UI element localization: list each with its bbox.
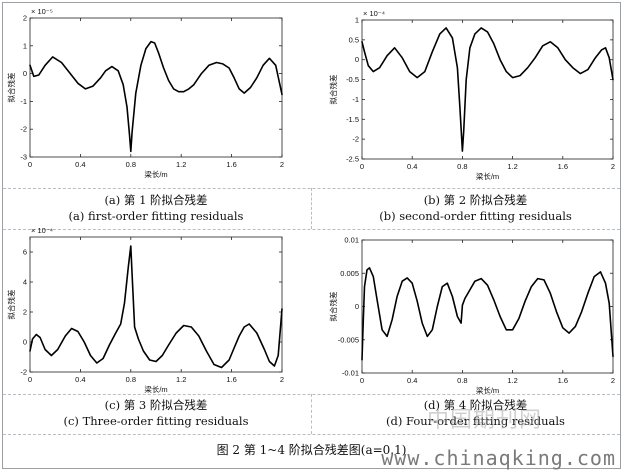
caption-d-cn: (d) 第 4 阶拟合残差 [423,398,528,412]
caption-d-en: (d) Four-order fitting residuals [386,414,565,428]
plot-b-ytick-label: 1 [355,16,359,25]
plot-c-ytick-label: 6 [23,248,27,257]
plot-c-ytick-label: 4 [23,278,27,287]
caption-b-en: (b) second-order fitting residuals [379,209,572,223]
plot-a-residual-line [29,40,283,153]
plot-a-ylabel: 拟合残差 [6,72,16,102]
plot-a-ytick-label: -3 [20,153,27,162]
plot-b-xtick-label: 2 [611,162,615,171]
plot-c-ylabel: 拟合残差 [6,289,16,319]
plot-b-axes-frame [361,19,614,160]
plot-a-axes-frame [29,17,283,158]
plot-a-xtick-label: 2 [280,160,284,169]
plot-d-residual-line [361,267,614,361]
plot-c-xtick-label: 1.6 [226,375,236,384]
plot-a-xlabel: 梁长/m [144,169,167,179]
plot-b-ytick-label: 0.5 [349,35,359,44]
plot-c-xtick-label: 0.4 [75,375,85,384]
plot-c-xtick-label: 1.2 [176,375,186,384]
plot-b-exponent: × 10⁻⁴ [363,9,385,18]
plot-a-xtick-label: 0.8 [126,160,136,169]
plot-b-xtick-label: 0.4 [407,162,417,171]
plot-c-residual-line [29,245,283,369]
plot-d-ytick-label: -0.01 [342,369,359,378]
caption-c-cn: (c) 第 3 阶拟合残差 [104,398,208,412]
plot-d-axes-frame [361,239,614,374]
plot-d-xtick-label: 1.6 [558,376,568,385]
plot-b-xtick-label: 1.2 [507,162,517,171]
divider-v1 [311,188,312,229]
plot-d-ytick-label: 0.005 [340,269,359,278]
plot-c-xtick-label: 2 [280,375,284,384]
plot-a-ytick-label: 1 [23,41,27,50]
watermark-cn: 中国期刊网 [426,408,542,433]
plot-c-axes-frame [29,236,283,373]
plot-a-ytick-label: 2 [23,14,27,23]
plot-a-xtick-label: 1.6 [226,160,236,169]
plot-b-ytick-label: -2.5 [346,155,359,164]
plot-b-ytick-label: -1.5 [346,115,359,124]
caption-b-cn: (b) 第 2 阶拟合残差 [423,193,528,207]
divider-h4 [3,434,620,435]
plot-c-xlabel: 梁长/m [144,384,167,394]
plot-d-ytick-label: -0.005 [338,335,359,344]
caption-a-cn: (a) 第 1 阶拟合残差 [104,193,208,207]
plot-d-xlabel: 梁长/m [476,385,499,395]
plot-b-xtick-label: 0 [360,162,364,171]
caption-c-en: (c) Three-order fitting residuals [63,414,249,428]
plot-d-xtick-label: 2 [611,376,615,385]
plot-c-ytick-label: 0 [23,338,27,347]
plot-b-xlabel: 梁长/m [476,171,499,181]
plot-a-ytick-label: -1 [20,97,27,106]
plot-d-ytick-label: 0 [355,302,359,311]
watermark: 中国期刊网 www.chinaqking.com [381,408,620,470]
plot-b-xtick-label: 0.8 [457,162,467,171]
plot-a-xtick-label: 0.4 [75,160,85,169]
caption-a-en: (a) first-order fitting residuals [68,209,244,223]
figure-title: 图 2 第 1~4 阶拟合残差图(a=0.1) [216,443,407,457]
plot-a-ytick-label: -2 [20,125,27,134]
plot-d-ylabel: 拟合残差 [328,291,338,321]
plot-c-xtick-label: 0 [28,375,32,384]
plot-b-residual-line [361,27,614,152]
divider-v2 [311,394,312,434]
plot-a-exponent: × 10⁻⁵ [31,7,53,16]
plot-c-xtick-label: 0.8 [126,375,136,384]
plot-d-xtick-label: 0.4 [407,376,417,385]
plot-d-xtick-label: 1.2 [507,376,517,385]
plot-b-ytick-label: -1 [352,95,359,104]
divider-h2 [3,229,620,230]
plot-a-ytick-label: 0 [23,69,27,78]
plot-b-ytick-label: -2 [352,135,359,144]
plot-c-ytick-label: 2 [23,308,27,317]
plot-a-xtick-label: 0 [28,160,32,169]
watermark-url: www.chinaqking.com [381,446,616,470]
plot-d-xtick-label: 0 [360,376,364,385]
plot-b-ylabel: 拟合残差 [328,74,338,104]
plot-d-ytick-label: 0.01 [344,236,359,245]
plot-b-ytick-label: 0 [355,55,359,64]
plot-b-ytick-label: -0.5 [346,75,359,84]
plot-c-ytick-label: -2 [20,368,27,377]
plot-c-exponent: × 10⁻⁴ [31,226,53,235]
plot-a-xtick-label: 1.2 [176,160,186,169]
plot-d-xtick-label: 0.8 [457,376,467,385]
plot-b-xtick-label: 1.6 [558,162,568,171]
